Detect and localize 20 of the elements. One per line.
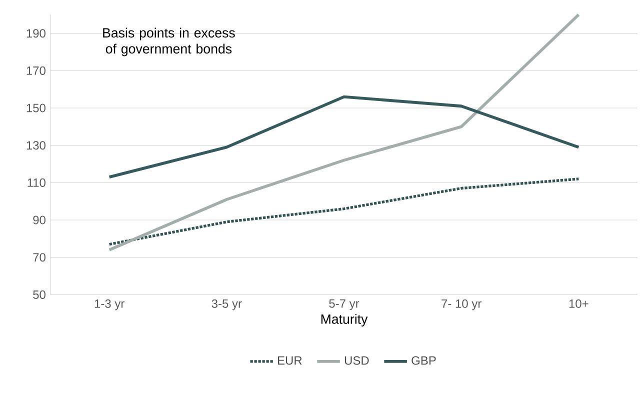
legend-label: EUR [278,356,302,365]
y-tick-label: 110 [28,178,46,187]
x-tick-label: 5-7 yr [329,299,360,310]
y-axis-title: Basis points in excess of government bonds [103,28,235,56]
y-tick-label: 170 [26,66,46,75]
x-tick-label: 7- 10 yr [442,299,482,310]
line-series [108,178,580,246]
x-tick-label: 1-3 yr [94,299,124,310]
legend-label: GBP [412,356,436,365]
y-tick-label: 190 [26,29,46,38]
y-tick-label: 70 [33,253,46,262]
legend-label: USD [344,356,369,365]
y-tick-label: 150 [26,104,46,112]
y-tick-label: 130 [26,141,46,150]
y-tick-label: 90 [33,216,46,224]
x-tick-label: 3-5 yr [212,299,242,310]
x-tick-label: 10+ [569,299,588,308]
y-tick-label: 50 [33,290,46,299]
line-series [108,95,580,179]
x-axis-title: Maturity [321,314,368,326]
